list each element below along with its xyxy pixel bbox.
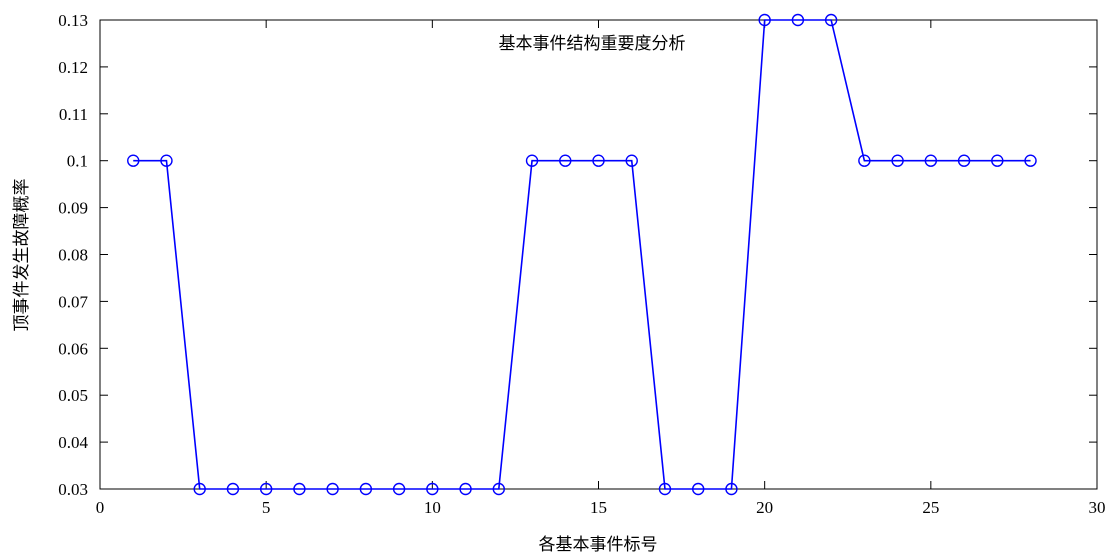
x-tick-label: 0 (96, 498, 105, 517)
data-point (891, 154, 904, 167)
data-point (492, 482, 505, 496)
y-tick-label: 0.1 (67, 152, 88, 171)
y-tick-label: 0.07 (58, 292, 88, 311)
y-tick-label: 0.03 (58, 480, 88, 499)
data-point (625, 154, 638, 167)
chart-title: 基本事件结构重要度分析 (499, 34, 686, 54)
data-point (525, 154, 539, 167)
data-point (559, 154, 572, 167)
data-point (592, 154, 605, 167)
y-axis-title: 顶事件发生故障概率 (12, 179, 32, 332)
data-point (957, 154, 971, 167)
data-point (259, 482, 273, 496)
series-line (133, 19, 1031, 490)
data-point (858, 154, 871, 167)
x-axis-title: 各基本事件标号 (539, 535, 658, 555)
data-point (459, 482, 472, 496)
data-point (127, 154, 140, 167)
data-point (160, 154, 173, 167)
x-axis-ticks: 0 5 10 15 20 25 30 (96, 20, 1106, 517)
data-point (692, 482, 705, 496)
data-point (1024, 154, 1037, 167)
data-point (824, 13, 838, 27)
data-point (226, 482, 240, 496)
data-point (791, 13, 805, 27)
x-tick-label: 5 (262, 498, 271, 517)
x-tick-label: 20 (756, 498, 773, 517)
y-tick-label: 0.13 (58, 11, 88, 30)
y-tick-label: 0.12 (58, 58, 88, 77)
data-point (359, 482, 373, 496)
y-tick-label: 0.04 (58, 433, 88, 452)
x-tick-label: 30 (1089, 498, 1106, 517)
x-tick-label: 25 (922, 498, 939, 517)
data-point (392, 482, 406, 496)
data-point (193, 482, 206, 496)
x-tick-label: 10 (424, 498, 441, 517)
y-tick-label: 0.11 (59, 105, 88, 124)
data-point (758, 13, 771, 27)
data-point (293, 482, 306, 496)
plot-area-frame (99, 19, 1098, 490)
data-point (991, 154, 1004, 167)
series-layer (127, 13, 1037, 496)
data-point (426, 482, 439, 496)
y-tick-label: 0.09 (58, 199, 88, 218)
x-tick-label: 15 (590, 498, 607, 517)
data-point (658, 482, 672, 496)
y-tick-label: 0.05 (58, 386, 88, 405)
y-tick-label: 0.08 (58, 246, 88, 265)
y-tick-label: 0.06 (58, 339, 88, 358)
y-axis-ticks: 0.03 0.04 0.05 0.06 0.07 0.08 0.09 0.1 0.11 0.12 0… (58, 11, 1097, 499)
data-point (725, 482, 738, 496)
data-point (326, 482, 339, 496)
data-point (924, 154, 938, 167)
